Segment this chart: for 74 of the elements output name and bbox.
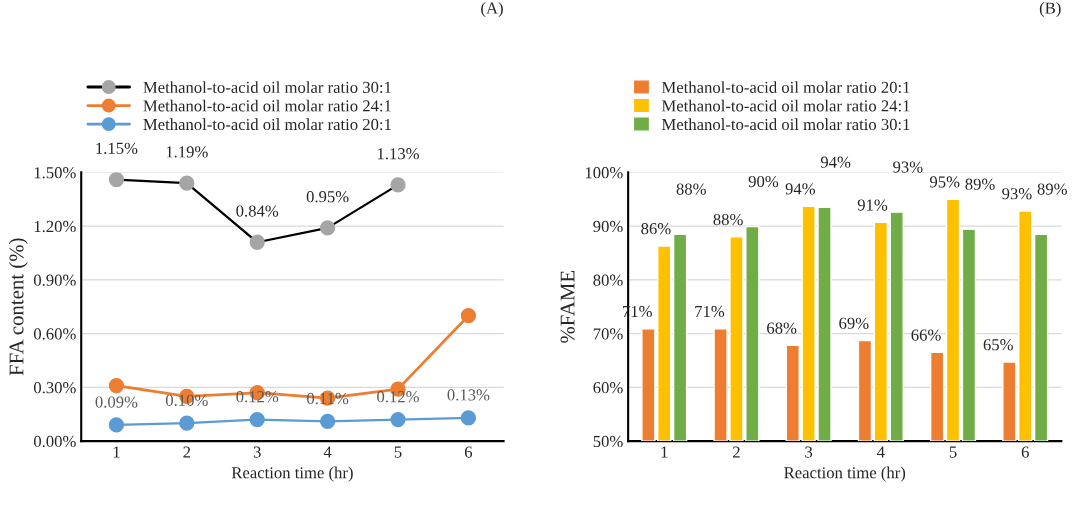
x-axis-title: Reaction time (hr) bbox=[231, 466, 353, 482]
point bbox=[179, 175, 195, 191]
x-tick-label: 4 bbox=[877, 446, 885, 458]
data-label: 66% bbox=[911, 329, 941, 341]
point bbox=[390, 411, 406, 428]
data-label: 93% bbox=[893, 161, 923, 173]
point bbox=[390, 177, 406, 193]
point bbox=[108, 417, 125, 433]
y-tick-label: 70% bbox=[593, 328, 623, 340]
x-tick-label: 3 bbox=[253, 446, 261, 458]
x-tick-label: 2 bbox=[183, 446, 191, 458]
data-label: 71% bbox=[695, 305, 725, 318]
legend-label: Methanol-to-acid oil molar ratio 30:1 bbox=[143, 81, 391, 94]
y-tick-label: 90% bbox=[593, 220, 623, 233]
x-tick-label: 1 bbox=[113, 446, 120, 458]
y-tick-label: 0.30% bbox=[33, 382, 76, 394]
data-label: 0.13% bbox=[447, 389, 490, 401]
data-label: 94% bbox=[785, 183, 816, 195]
point bbox=[319, 220, 336, 236]
y-tick-label: 80% bbox=[593, 274, 623, 286]
y-tick-label: 0.00% bbox=[33, 435, 76, 448]
y-tick-label: 0.60% bbox=[33, 328, 76, 340]
legend-label: Methanol-to-acid oil molar ratio 30:1 bbox=[661, 118, 910, 131]
data-label: 88% bbox=[676, 183, 706, 195]
data-label: 88% bbox=[713, 213, 743, 226]
point bbox=[179, 415, 195, 431]
annotation: 0.95% bbox=[306, 191, 349, 203]
y-tick-label: 60% bbox=[593, 382, 623, 394]
x-tick-label: 4 bbox=[323, 446, 332, 458]
data-label: 95% bbox=[929, 176, 960, 188]
data-label: 65% bbox=[983, 339, 1013, 351]
x-tick-label: 5 bbox=[949, 446, 957, 458]
annotation: 1.15% bbox=[96, 142, 138, 155]
point bbox=[460, 410, 477, 426]
y-tick-label: 1.50% bbox=[34, 167, 76, 179]
x-tick-label: 1 bbox=[661, 446, 668, 458]
legend-label: Methanol-to-acid oil molar ratio 24:1 bbox=[661, 99, 910, 112]
point bbox=[460, 308, 477, 324]
y-axis-title: %FAME bbox=[560, 270, 575, 343]
annotation: 0.84% bbox=[236, 205, 279, 217]
legend-label: Methanol-to-acid oil molar ratio 20:1 bbox=[661, 81, 910, 94]
legend-label: Methanol-to-acid oil molar ratio 20:1 bbox=[143, 118, 391, 131]
annotation: 1.19% bbox=[166, 146, 208, 158]
data-label: 89% bbox=[1037, 183, 1067, 195]
x-tick-label: 3 bbox=[805, 446, 813, 458]
point bbox=[249, 411, 265, 428]
data-label: 89% bbox=[965, 178, 995, 190]
chart-title: (B) bbox=[1039, 2, 1061, 18]
data-label: 86% bbox=[641, 223, 671, 235]
y-tick-label: 100% bbox=[585, 167, 623, 179]
data-label: 94% bbox=[820, 156, 851, 168]
data-label: 93% bbox=[1002, 188, 1032, 200]
data-label: 0.12% bbox=[377, 391, 419, 403]
x-tick-label: 6 bbox=[1021, 446, 1029, 458]
data-label: 68% bbox=[767, 322, 797, 334]
point bbox=[108, 172, 125, 188]
chart-title: (A) bbox=[481, 2, 503, 18]
x-tick-label: 6 bbox=[464, 446, 473, 458]
y-axis-title: FFA content (%) bbox=[8, 238, 28, 376]
data-label: 0.09% bbox=[95, 396, 138, 408]
x-axis-title: Reaction time (hr) bbox=[784, 466, 906, 482]
data-label: 69% bbox=[839, 317, 869, 329]
data-label: 90% bbox=[748, 175, 779, 188]
point bbox=[319, 413, 336, 430]
annotation: 1.13% bbox=[377, 148, 419, 160]
point bbox=[108, 377, 125, 394]
x-tick-label: 2 bbox=[733, 446, 740, 458]
data-label: 91% bbox=[857, 199, 888, 211]
x-tick-label: 5 bbox=[394, 446, 402, 458]
y-tick-label: 50% bbox=[593, 435, 623, 448]
point bbox=[249, 234, 265, 250]
y-tick-label: 0.90% bbox=[33, 274, 76, 286]
legend-label: Methanol-to-acid oil molar ratio 24:1 bbox=[143, 99, 391, 112]
y-tick-label: 1.20% bbox=[34, 220, 76, 233]
